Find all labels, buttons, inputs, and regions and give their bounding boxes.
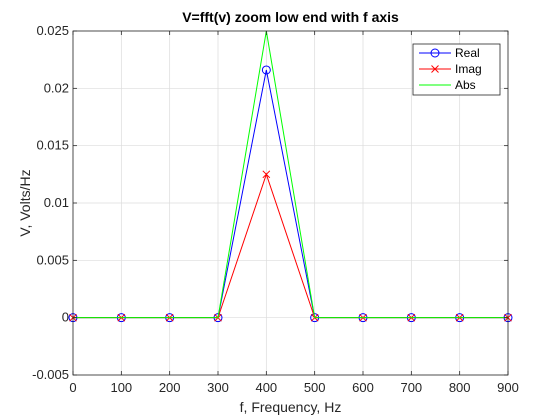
x-tick-label: 700 <box>400 380 422 395</box>
chart-title: V=fft(v) zoom low end with f axis <box>182 9 399 25</box>
legend-item-real: Real <box>419 46 480 60</box>
y-tick-label: 0 <box>62 310 69 325</box>
legend-marker <box>431 65 439 73</box>
ticks: 0 100 200 300 400 500 600 700 800 900-0.00500.005… <box>32 23 519 395</box>
legend-marker <box>430 48 440 58</box>
x-tick-label: 600 <box>352 380 374 395</box>
y-tick-label: 0.015 <box>36 138 69 153</box>
series-line-abs <box>73 30 508 319</box>
x-tick-label: 200 <box>159 380 181 395</box>
data-point-real <box>261 65 271 75</box>
y-tick-label: 0.02 <box>44 80 69 95</box>
y-tick-label: -0.005 <box>32 367 69 382</box>
x-axis-label: f, Frequency, Hz <box>240 399 342 415</box>
legend-label: Imag <box>455 62 482 76</box>
data-point-imag <box>262 170 271 179</box>
x-tick-label: 100 <box>110 380 132 395</box>
legend-label: Real <box>455 46 480 60</box>
x-tick-label: 400 <box>255 380 277 395</box>
x-tick-label: 300 <box>207 380 229 395</box>
x-tick-label: 500 <box>304 380 326 395</box>
legend-item-imag: Imag <box>419 62 482 76</box>
legend: Real Imag Abs <box>412 43 501 96</box>
legend-label: Abs <box>455 78 476 92</box>
legend-item-abs: Abs <box>419 78 476 92</box>
x-tick-label: 0 <box>69 380 76 395</box>
x-tick-label: 900 <box>497 380 519 395</box>
y-tick-label: 0.005 <box>36 252 69 267</box>
y-tick-label: 0.01 <box>44 195 69 210</box>
x-tick-label: 800 <box>449 380 471 395</box>
y-axis-label: V, Volts/Hz <box>17 169 33 236</box>
y-tick-label: 0.025 <box>36 23 69 38</box>
